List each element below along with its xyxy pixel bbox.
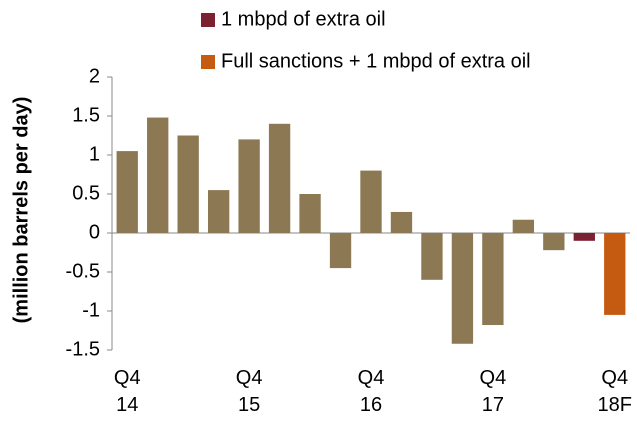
y-axis-label: (million barrels per day) — [10, 97, 32, 324]
bar — [543, 233, 565, 251]
bar — [329, 233, 352, 269]
bar — [147, 117, 169, 233]
bar — [390, 211, 413, 233]
bar — [360, 170, 382, 233]
bar — [299, 194, 321, 233]
bar — [177, 135, 199, 233]
legend-swatch — [201, 13, 215, 27]
bar — [604, 233, 626, 315]
x-tick-label: Q4 15 — [235, 367, 263, 416]
bar — [512, 219, 535, 233]
y-tick-label: -1 — [82, 299, 100, 321]
y-tick-label: 1.5 — [72, 104, 100, 126]
y-tick-label: 0.5 — [72, 182, 100, 204]
bar — [116, 151, 138, 233]
x-tick-label: Q4 14 — [113, 367, 141, 416]
bar — [573, 233, 595, 241]
bar — [451, 233, 474, 344]
bar — [482, 233, 504, 326]
legend-swatch — [201, 55, 215, 69]
bar — [268, 123, 291, 233]
legend-label: Full sanctions + 1 mbpd of extra oil — [221, 50, 531, 72]
bar — [207, 190, 230, 233]
y-tick-label: -0.5 — [66, 260, 100, 282]
x-tick-label: Q4 16 — [357, 367, 385, 416]
bar — [238, 139, 260, 233]
x-tick-label: Q4 18F — [597, 367, 632, 416]
legend-label: 1 mbpd of extra oil — [221, 8, 386, 30]
y-tick-label: -1.5 — [66, 338, 100, 360]
y-tick-label: 1 — [89, 143, 100, 165]
bar — [421, 233, 443, 280]
y-tick-label: 2 — [89, 65, 100, 87]
x-tick-label: Q4 17 — [479, 367, 507, 416]
y-tick-label: 0 — [89, 221, 100, 243]
